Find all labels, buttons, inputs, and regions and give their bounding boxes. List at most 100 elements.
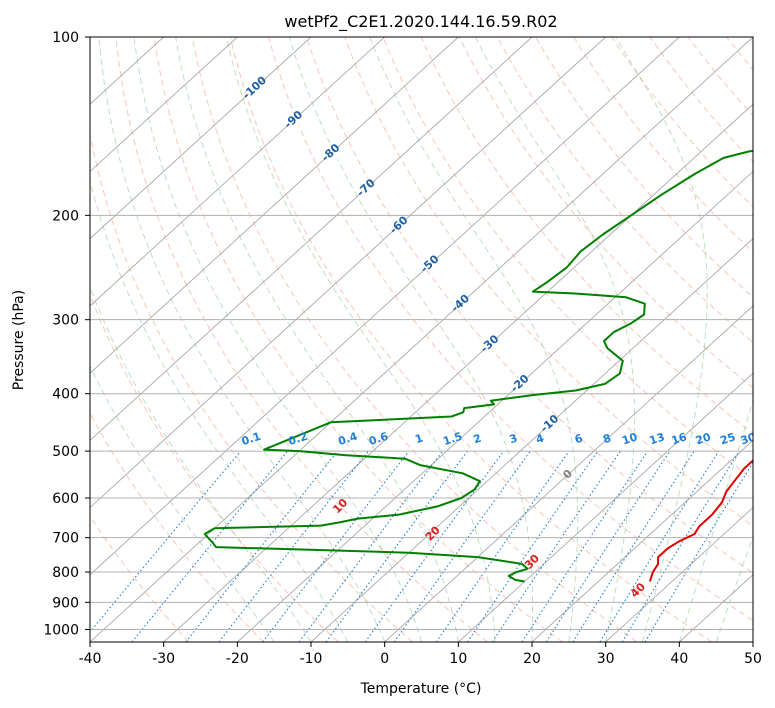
mixing-ratio-line (621, 450, 740, 642)
isotherm-line (90, 37, 238, 173)
dry-adiabat-line (496, 37, 753, 344)
mixing-ratio-label: 8 (601, 432, 612, 447)
isotherm-line (237, 170, 753, 642)
isotherm-line (90, 37, 312, 240)
y-tick-label: 600 (52, 491, 79, 507)
mixing-ratio-label: 25 (719, 430, 738, 447)
moist-adiabat-line (615, 37, 708, 642)
isotherm-label-bg (245, 82, 264, 95)
mixing-ratio-label: 1 (413, 432, 424, 447)
dry-adiabat-line (535, 37, 753, 298)
isotherm-label-bg (511, 377, 530, 390)
dry-adiabat-line (90, 293, 339, 642)
dry-adiabat-line (306, 37, 753, 574)
dry-adiabat-line (611, 37, 753, 208)
mixing-ratio-line (218, 450, 369, 642)
mixing-ratio-label: 0.1 (240, 430, 263, 448)
mixing-ratio-line (599, 450, 720, 642)
isotherm-line (90, 37, 606, 509)
dry-adiabat-line (191, 37, 638, 642)
x-tick-label: 20 (523, 651, 541, 667)
mixing-ratio-label: 13 (648, 430, 667, 447)
dry-adiabat-line (153, 37, 563, 642)
isotherm-line (310, 238, 753, 642)
isotherm-line (458, 372, 753, 642)
dry-adiabat-line (268, 37, 753, 622)
dry-adiabat-line (90, 131, 414, 642)
y-tick-label: 300 (52, 313, 79, 329)
isotherm-line (384, 305, 753, 642)
mixing-ratio-line (467, 450, 599, 642)
mixing-ratio-label: 20 (694, 430, 713, 447)
isotherm-label-bg (451, 297, 470, 310)
dry-adiabat-line (765, 37, 775, 642)
moist-adiabat-line (175, 37, 459, 642)
x-tick-label: -10 (300, 651, 323, 667)
isotherm-line (90, 37, 680, 576)
y-tick-label: 700 (52, 531, 79, 547)
mixing-ratio-line (491, 450, 621, 642)
mixing-ratio-line (435, 450, 570, 642)
mixing-ratio-label: 0.6 (367, 430, 390, 448)
mixing-ratio-line (393, 450, 531, 642)
dry-adiabat-line (382, 37, 753, 481)
dry-adiabat-line (344, 37, 753, 527)
mixing-ratio-line (131, 450, 289, 642)
x-tick-label: -40 (79, 651, 102, 667)
isotherm-line (90, 37, 459, 374)
dry-adiabat-line (573, 37, 753, 253)
y-tick-label: 900 (52, 595, 79, 611)
mixing-ratio-label: 16 (670, 430, 689, 447)
mixing-ratio-label: 30 (739, 430, 758, 447)
mixing-ratio-label: 6 (573, 431, 585, 446)
dry-adiabat-line (90, 515, 190, 642)
y-tick-label: 800 (52, 565, 79, 581)
background-lines (90, 37, 775, 642)
isotherm-line (752, 641, 753, 642)
mixing-ratio-label: 0.4 (337, 430, 360, 448)
dry-adiabat-line (420, 37, 753, 434)
mixing-ratio-label: 10 (620, 430, 639, 447)
moist-adiabat-line (474, 37, 635, 642)
x-tick-label: 40 (670, 651, 688, 667)
x-axis-label: Temperature (°C) (360, 681, 482, 697)
isotherm-label-bg (284, 113, 303, 126)
mixing-ratio-label: 3 (508, 432, 519, 447)
series-line-0 (648, 459, 753, 582)
isotherm-label-bg (357, 182, 376, 195)
isotherm-label: -100 (240, 73, 269, 101)
moist-adiabat-line (225, 37, 496, 642)
isotherm-label-bg (540, 417, 559, 430)
isotherm-line (163, 103, 753, 642)
isotherm-line (90, 37, 533, 441)
moist-adiabat-line (715, 535, 753, 642)
y-tick-label: 1000 (43, 622, 79, 638)
dry-adiabat-line (649, 37, 753, 163)
mixing-ratio-line (262, 450, 410, 642)
mixing-ratio-line (298, 450, 444, 642)
isotherm-line (605, 506, 753, 642)
isotherm-line (90, 37, 385, 307)
pressure-grid (90, 37, 753, 630)
moist-adiabat-line (369, 37, 579, 642)
x-tick-label: -30 (152, 651, 175, 667)
dry-adiabat-line (229, 37, 712, 642)
dry-adiabat-line (115, 37, 488, 642)
dry-adiabat-label: 20 (423, 523, 443, 543)
mixing-ratio-label: 0.2 (287, 430, 310, 448)
series-layer (203, 149, 753, 583)
isotherm-line (90, 37, 753, 642)
isotherm-label-bg (322, 147, 341, 160)
y-tick-label: 500 (52, 444, 79, 460)
mixing-ratio-line (90, 450, 242, 633)
mixing-ratio-line (545, 450, 671, 642)
isotherm-label-bg (390, 219, 409, 232)
isotherm-line (531, 439, 753, 642)
moist-adiabat-line (288, 37, 534, 642)
dry-adiabat-line (90, 412, 264, 642)
dry-adiabat-line (458, 37, 753, 389)
x-tick-label: 0 (380, 651, 389, 667)
dry-adiabat-line (726, 37, 753, 71)
